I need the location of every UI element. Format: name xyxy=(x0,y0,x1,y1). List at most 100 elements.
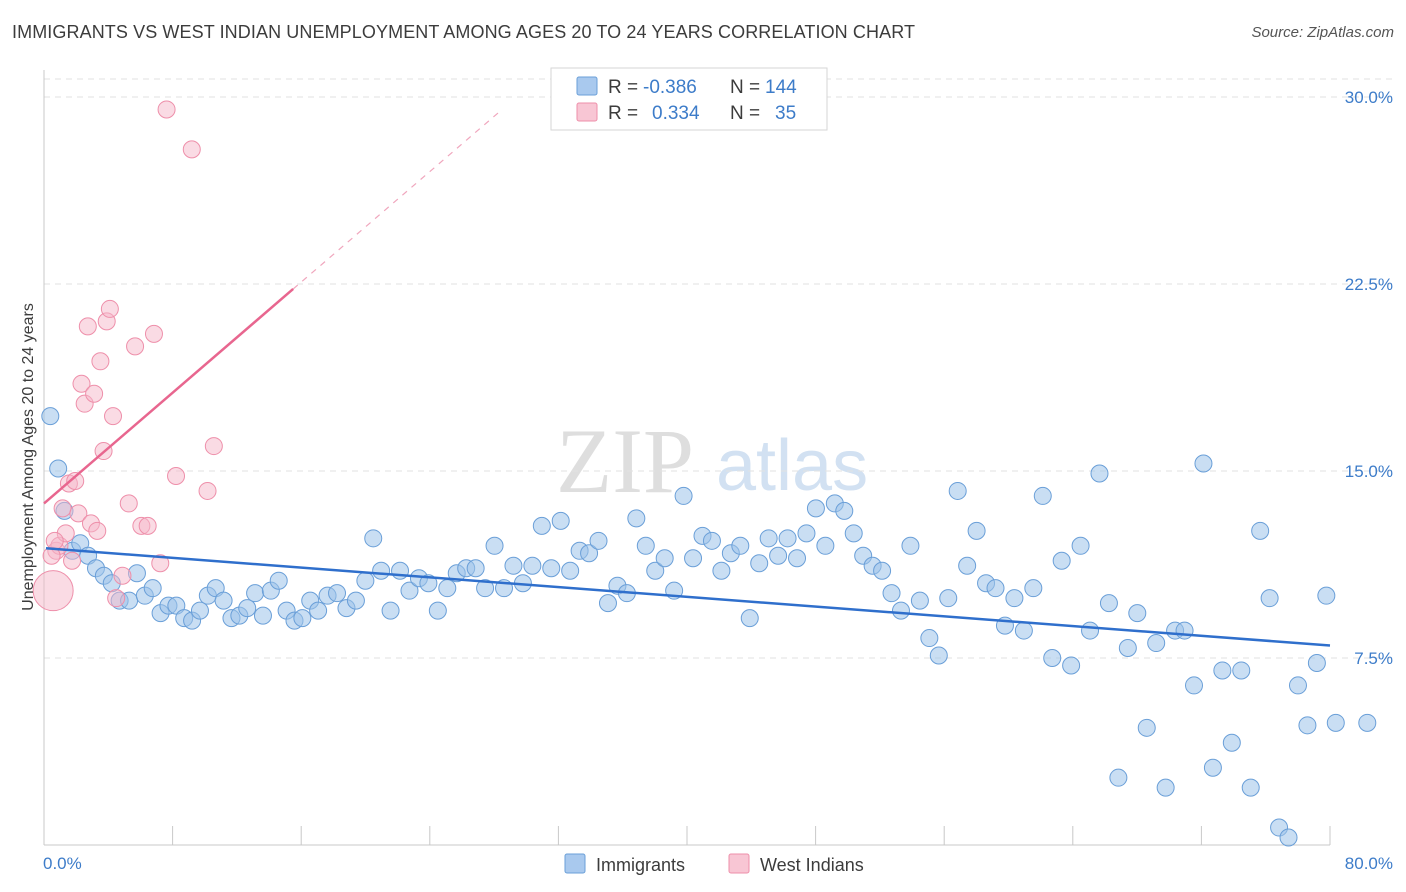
immigrants-point xyxy=(1099,594,1118,613)
immigrants-point xyxy=(485,536,504,555)
west-indians-points xyxy=(32,100,223,612)
immigrants-point xyxy=(882,584,901,603)
axes xyxy=(43,70,1331,846)
west-indians-point xyxy=(167,466,186,485)
immigrants-point xyxy=(551,511,570,530)
immigrants-point xyxy=(939,589,958,608)
west-indians-point xyxy=(138,516,157,535)
immigrants-point xyxy=(1147,634,1166,653)
immigrants-point xyxy=(1062,656,1081,675)
west-indians-point xyxy=(126,337,145,356)
immigrants-point xyxy=(731,536,750,555)
west-indians-point xyxy=(69,504,88,523)
immigrants-point xyxy=(143,579,162,598)
immigrants-point xyxy=(891,601,910,620)
immigrants-point xyxy=(381,601,400,620)
immigrants-point xyxy=(428,601,447,620)
immigrants-point xyxy=(1232,661,1251,680)
tick-labels: 7.5% 15.0% 22.5% 30.0% 0.0% 80.0% xyxy=(43,88,1393,873)
west-indians-point xyxy=(104,407,123,426)
immigrants-point xyxy=(364,529,383,548)
immigrants-point xyxy=(328,584,347,603)
immigrants-point xyxy=(49,459,68,478)
immigrants-point xyxy=(504,556,523,575)
immigrants-point xyxy=(246,584,265,603)
legend-r-label-1: R = xyxy=(608,77,638,98)
immigrants-point xyxy=(476,579,495,598)
immigrants-point xyxy=(816,536,835,555)
immigrants-point xyxy=(1358,713,1377,732)
west-indians-point xyxy=(100,299,119,318)
y-tick-label: 22.5% xyxy=(1345,275,1393,294)
west-indians-point xyxy=(113,566,132,585)
immigrants-point xyxy=(788,549,807,568)
immigrants-point xyxy=(674,486,693,505)
immigrants-point xyxy=(1090,464,1109,483)
west-indians-point xyxy=(85,384,104,403)
immigrants-point xyxy=(214,591,233,610)
immigrants-point xyxy=(1213,661,1232,680)
west-indians-trend-extension xyxy=(292,109,503,290)
stats-legend: R = -0.386 N = 144 R = 0.334 N = 35 xyxy=(550,67,828,131)
immigrants-point xyxy=(769,546,788,565)
immigrants-point xyxy=(1298,716,1317,735)
immigrants-point xyxy=(627,509,646,528)
immigrants-point xyxy=(589,531,608,550)
immigrants-point xyxy=(238,599,257,618)
source-label: Source: ZipAtlas.com xyxy=(1251,24,1394,41)
chart-title: IMMIGRANTS VS WEST INDIAN UNEMPLOYMENT A… xyxy=(12,22,916,42)
west-indians-point xyxy=(72,374,91,393)
immigrants-point xyxy=(41,407,60,426)
y-tick-label: 7.5% xyxy=(1354,649,1393,668)
immigrants-point xyxy=(532,516,551,535)
immigrants-point xyxy=(910,591,929,610)
immigrants-point xyxy=(1033,486,1052,505)
immigrants-point xyxy=(929,646,948,665)
immigrants-point xyxy=(1260,589,1279,608)
immigrants-trend-line xyxy=(45,547,1331,647)
immigrants-point xyxy=(466,559,485,578)
immigrants-point xyxy=(1156,778,1175,797)
immigrants-point xyxy=(655,549,674,568)
immigrants-point xyxy=(1014,621,1033,640)
immigrants-point xyxy=(636,536,655,555)
immigrants-point xyxy=(806,499,825,518)
west-indians-point xyxy=(204,437,223,456)
legend-n-label-1: N = xyxy=(730,77,760,98)
bottom-legend-immigrants: Immigrants xyxy=(596,855,685,875)
immigrants-point xyxy=(580,544,599,563)
immigrants-point xyxy=(1081,621,1100,640)
immigrants-point xyxy=(269,571,288,590)
bottom-legend-swatch-west-indians xyxy=(728,853,750,874)
immigrants-points xyxy=(41,407,1377,847)
immigrants-point xyxy=(523,556,542,575)
immigrants-point xyxy=(1005,589,1024,608)
immigrants-point xyxy=(346,591,365,610)
immigrants-point xyxy=(1109,768,1128,787)
immigrants-point xyxy=(1307,653,1326,672)
immigrants-point xyxy=(1071,536,1090,555)
y-tick-label: 15.0% xyxy=(1345,462,1393,481)
immigrants-point xyxy=(702,531,721,550)
immigrants-point xyxy=(646,561,665,580)
immigrants-point xyxy=(750,554,769,573)
immigrants-point xyxy=(986,579,1005,598)
legend-r-label-2: R = xyxy=(608,103,638,124)
immigrants-point xyxy=(356,571,375,590)
immigrants-point xyxy=(901,536,920,555)
west-indians-point xyxy=(45,531,64,550)
legend-n-value-1: 144 xyxy=(765,77,797,98)
west-indians-point xyxy=(53,499,72,518)
immigrants-point xyxy=(253,606,272,625)
west-indians-point xyxy=(151,554,170,573)
immigrants-point xyxy=(948,481,967,500)
trend-lines xyxy=(43,109,1331,647)
immigrants-point xyxy=(759,529,778,548)
immigrants-point xyxy=(1118,639,1137,658)
immigrants-point xyxy=(778,529,797,548)
immigrants-point xyxy=(835,501,854,520)
y-axis-title: Unemployment Among Ages 20 to 24 years xyxy=(20,303,37,611)
legend-n-value-2: 35 xyxy=(775,103,796,124)
immigrants-point xyxy=(1043,649,1062,667)
